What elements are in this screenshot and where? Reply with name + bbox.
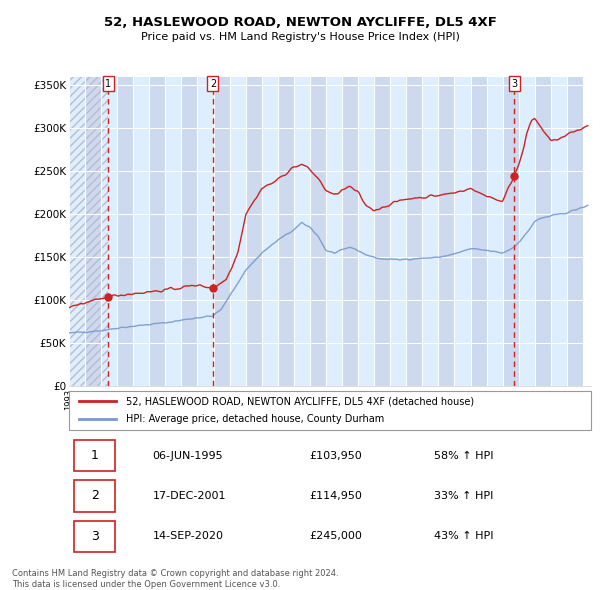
Bar xyxy=(101,77,117,386)
Bar xyxy=(69,77,85,386)
Bar xyxy=(133,77,149,386)
Bar xyxy=(454,77,470,386)
Text: 3: 3 xyxy=(511,78,517,88)
FancyBboxPatch shape xyxy=(69,391,591,430)
Text: 14-SEP-2020: 14-SEP-2020 xyxy=(152,531,224,541)
Bar xyxy=(166,77,181,386)
Text: 33% ↑ HPI: 33% ↑ HPI xyxy=(434,491,494,501)
Bar xyxy=(487,77,503,386)
Text: 06-JUN-1995: 06-JUN-1995 xyxy=(152,451,223,461)
Bar xyxy=(149,77,166,386)
Bar xyxy=(551,77,567,386)
Bar xyxy=(117,77,133,386)
Text: 43% ↑ HPI: 43% ↑ HPI xyxy=(434,531,494,541)
Text: 2: 2 xyxy=(91,490,98,503)
Text: 3: 3 xyxy=(91,530,98,543)
Text: £245,000: £245,000 xyxy=(309,531,362,541)
Text: £114,950: £114,950 xyxy=(309,491,362,501)
Text: 1: 1 xyxy=(91,449,98,462)
Bar xyxy=(374,77,390,386)
Text: 58% ↑ HPI: 58% ↑ HPI xyxy=(434,451,494,461)
Bar xyxy=(422,77,439,386)
Bar xyxy=(197,77,214,386)
Bar xyxy=(567,77,583,386)
Bar xyxy=(69,77,108,386)
FancyBboxPatch shape xyxy=(74,480,115,512)
Text: 1: 1 xyxy=(105,78,111,88)
Text: Contains HM Land Registry data © Crown copyright and database right 2024.: Contains HM Land Registry data © Crown c… xyxy=(12,569,338,578)
Bar xyxy=(326,77,342,386)
Bar xyxy=(342,77,358,386)
Text: 17-DEC-2001: 17-DEC-2001 xyxy=(152,491,226,501)
Bar xyxy=(503,77,519,386)
Bar xyxy=(294,77,310,386)
Bar xyxy=(535,77,551,386)
Bar xyxy=(245,77,262,386)
Text: HPI: Average price, detached house, County Durham: HPI: Average price, detached house, Coun… xyxy=(127,414,385,424)
FancyBboxPatch shape xyxy=(74,440,115,471)
Text: 2: 2 xyxy=(210,78,216,88)
Bar xyxy=(358,77,374,386)
Bar xyxy=(230,77,245,386)
FancyBboxPatch shape xyxy=(74,520,115,552)
Bar xyxy=(278,77,294,386)
Text: Price paid vs. HM Land Registry's House Price Index (HPI): Price paid vs. HM Land Registry's House … xyxy=(140,32,460,41)
Bar xyxy=(439,77,454,386)
Bar xyxy=(470,77,487,386)
Text: 52, HASLEWOOD ROAD, NEWTON AYCLIFFE, DL5 4XF: 52, HASLEWOOD ROAD, NEWTON AYCLIFFE, DL5… xyxy=(104,16,496,29)
Text: 52, HASLEWOOD ROAD, NEWTON AYCLIFFE, DL5 4XF (detached house): 52, HASLEWOOD ROAD, NEWTON AYCLIFFE, DL5… xyxy=(127,396,475,407)
Bar xyxy=(519,77,535,386)
Bar xyxy=(310,77,326,386)
Text: This data is licensed under the Open Government Licence v3.0.: This data is licensed under the Open Gov… xyxy=(12,579,280,589)
Text: £103,950: £103,950 xyxy=(309,451,362,461)
Bar xyxy=(406,77,422,386)
Bar xyxy=(390,77,406,386)
Bar xyxy=(69,77,108,386)
Bar xyxy=(181,77,197,386)
Bar xyxy=(214,77,230,386)
Bar xyxy=(262,77,278,386)
Bar xyxy=(85,77,101,386)
